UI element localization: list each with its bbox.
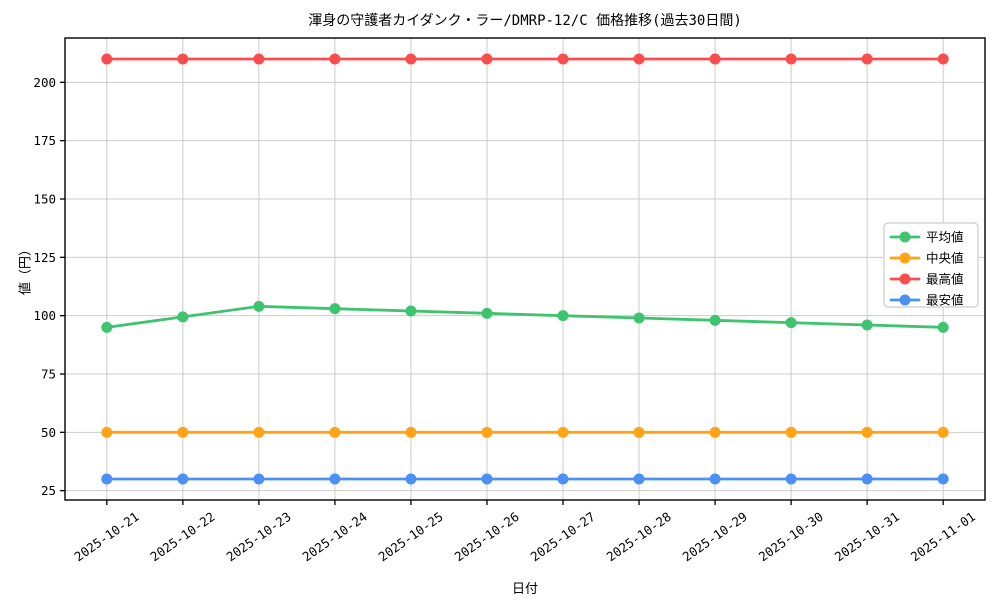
data-point-marker <box>481 426 493 438</box>
x-tick-label: 2025-10-21 <box>71 509 141 564</box>
data-point-marker <box>633 53 645 65</box>
x-tick-label: 2025-10-30 <box>756 509 826 564</box>
data-point-marker <box>937 426 949 438</box>
y-tick-label: 125 <box>33 250 56 265</box>
legend-entry-3: 最安値 <box>889 293 964 308</box>
data-point-marker <box>253 426 265 438</box>
x-tick-label: 2025-10-22 <box>147 509 217 564</box>
legend-marker <box>899 231 911 243</box>
legend-entry-2: 最高値 <box>889 272 964 287</box>
data-point-marker <box>405 426 417 438</box>
data-point-marker <box>709 426 721 438</box>
data-point-marker <box>785 473 797 485</box>
data-point-marker <box>937 321 949 333</box>
data-point-marker <box>861 426 873 438</box>
chart-title: 渾身の守護者カイダンク・ラー/DMRP-12/C 価格推移(過去30日間) <box>308 13 742 29</box>
y-tick-label: 150 <box>33 192 56 207</box>
data-point-marker <box>709 53 721 65</box>
data-point-marker <box>481 307 493 319</box>
data-point-marker <box>177 426 189 438</box>
legend-marker <box>899 252 911 264</box>
legend-marker <box>899 294 911 306</box>
data-point-marker <box>253 53 265 65</box>
data-point-marker <box>101 426 113 438</box>
legend-marker <box>899 273 911 285</box>
x-tick-label: 2025-10-28 <box>604 509 674 564</box>
x-tick-label: 2025-10-24 <box>300 509 370 564</box>
data-point-marker <box>785 317 797 329</box>
data-point-marker <box>405 473 417 485</box>
data-point-marker <box>633 473 645 485</box>
data-point-marker <box>861 319 873 331</box>
data-point-marker <box>329 303 341 315</box>
data-point-marker <box>101 321 113 333</box>
x-tick-label: 2025-10-23 <box>223 509 293 564</box>
data-point-marker <box>557 473 569 485</box>
x-tick-label: 2025-10-27 <box>528 509 598 564</box>
legend-label: 最安値 <box>926 293 964 308</box>
x-tick-label: 2025-11-01 <box>908 509 978 564</box>
data-point-marker <box>253 300 265 312</box>
x-axis-label: 日付 <box>511 582 538 597</box>
plot-background <box>65 38 985 500</box>
x-tick-label: 2025-10-25 <box>376 509 446 564</box>
data-point-marker <box>329 426 341 438</box>
gridlines <box>65 38 985 500</box>
data-point-marker <box>633 312 645 324</box>
data-point-marker <box>177 473 189 485</box>
data-point-marker <box>405 305 417 317</box>
y-axis-ticks: 25 50 75 100 125 150 175 200 <box>33 75 65 498</box>
data-point-marker <box>557 310 569 322</box>
data-point-marker <box>177 311 189 323</box>
data-point-marker <box>101 53 113 65</box>
data-point-marker <box>785 53 797 65</box>
data-point-marker <box>481 53 493 65</box>
x-tick-label: 2025-10-26 <box>452 509 522 564</box>
data-point-marker <box>481 473 493 485</box>
data-point-marker <box>861 473 873 485</box>
legend-label: 平均値 <box>926 230 964 245</box>
series-0 <box>101 300 949 333</box>
data-point-marker <box>633 426 645 438</box>
series-2 <box>101 53 949 65</box>
data-point-marker <box>405 53 417 65</box>
y-tick-label: 100 <box>33 308 56 323</box>
axes-spines <box>64 37 986 501</box>
data-point-marker <box>557 53 569 65</box>
series-3 <box>101 473 949 485</box>
legend-box <box>883 222 979 308</box>
data-point-marker <box>329 473 341 485</box>
data-point-marker <box>937 473 949 485</box>
data-point-marker <box>937 53 949 65</box>
data-point-marker <box>861 53 873 65</box>
legend-label: 中央値 <box>926 251 964 266</box>
y-tick-label: 175 <box>33 133 56 148</box>
y-tick-label: 75 <box>41 367 56 382</box>
y-tick-label: 200 <box>33 75 56 90</box>
data-point-marker <box>101 473 113 485</box>
y-axis-label: 値（円） <box>18 242 34 296</box>
legend-entry-0: 平均値 <box>889 230 964 245</box>
series-1 <box>101 426 949 438</box>
x-tick-label: 2025-10-31 <box>832 509 902 564</box>
data-point-marker <box>177 53 189 65</box>
data-point-marker <box>785 426 797 438</box>
x-axis-ticks: 2025-10-21 2025-10-22 2025-10-23 2025-10-24… <box>71 500 978 564</box>
y-tick-label: 25 <box>41 483 56 498</box>
legend-label: 最高値 <box>926 272 964 287</box>
data-point-marker <box>709 473 721 485</box>
x-tick-label: 2025-10-29 <box>680 509 750 564</box>
data-point-marker <box>253 473 265 485</box>
legend-entry-1: 中央値 <box>889 251 964 266</box>
y-tick-label: 50 <box>41 425 56 440</box>
data-point-marker <box>709 314 721 326</box>
data-point-marker <box>329 53 341 65</box>
series-line <box>105 304 945 329</box>
data-point-marker <box>557 426 569 438</box>
